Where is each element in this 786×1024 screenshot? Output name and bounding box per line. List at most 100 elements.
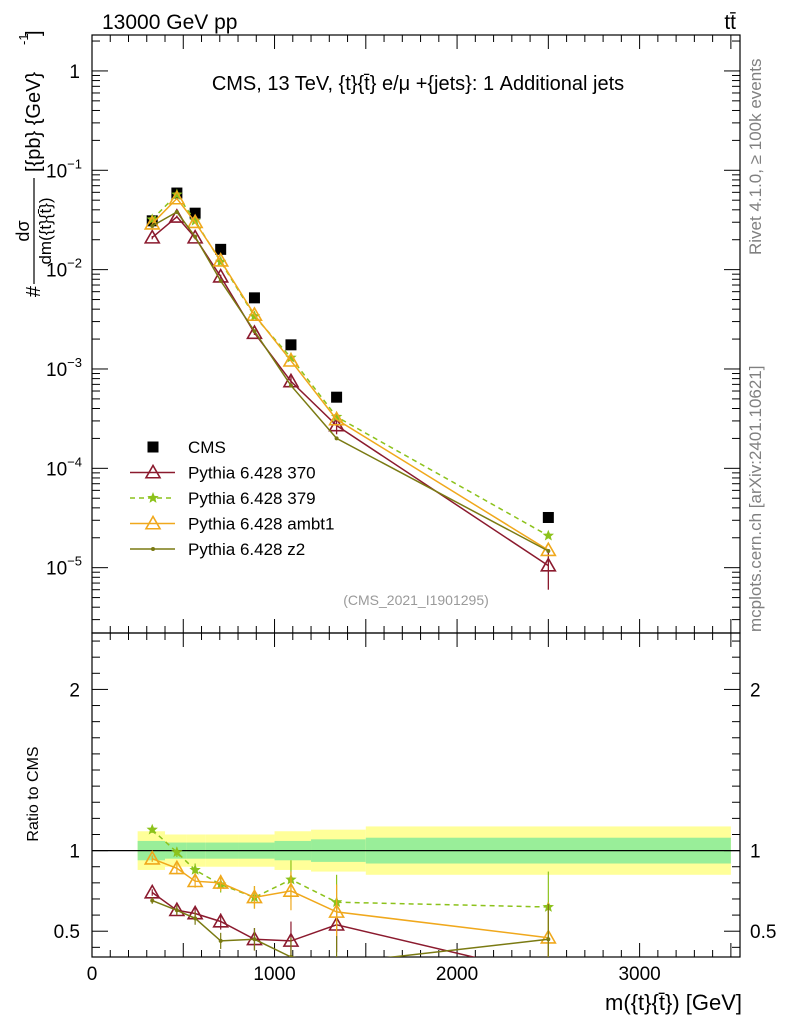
series-pythia-6-428-ambt1 <box>143 189 557 557</box>
series-pythia-6-428-z2 <box>150 210 551 554</box>
ratio-y-tick-label: 0.5 <box>54 922 80 943</box>
ylabel-denominator: dm({t}{t̄}) <box>36 197 55 264</box>
ratio-point <box>288 955 293 957</box>
ratio-point <box>328 903 345 918</box>
ratio-pythia-6-428-370 <box>143 883 555 980</box>
data-point <box>189 207 201 219</box>
data-point <box>542 529 554 541</box>
ratio-point <box>186 872 204 888</box>
mcplots-label: mcplots.cern.ch [arXiv:2401.10621] <box>746 366 765 632</box>
ratio-point <box>143 850 161 865</box>
ratio-pythia-6-428-ambt1 <box>143 850 557 957</box>
main-plot: 1 10−1 10−2 10−3 10−4 10−5 <box>46 34 741 957</box>
ylabel-close: ] <box>23 30 45 36</box>
y-tick-label: 1 <box>69 62 80 83</box>
data-point <box>542 511 554 523</box>
ratio-y-tick-label-right: 0.5 <box>750 922 776 943</box>
ratio-pythia-6-428-z2 <box>150 897 551 957</box>
data-point <box>143 229 161 244</box>
legend-entry: CMS <box>147 438 226 457</box>
y-tick-label: 10−2 <box>46 256 82 282</box>
series-line <box>151 197 549 551</box>
legend-entry: Pythia 6.428 379 <box>130 489 316 508</box>
legend-marker <box>151 547 155 551</box>
data-point <box>539 556 557 572</box>
ylabel-prefix: # <box>23 285 45 297</box>
ratio-y-tick-label-right: 2 <box>750 680 761 701</box>
y-tick-label: 10−4 <box>46 454 82 480</box>
ratio-point <box>150 898 155 903</box>
ratio-point <box>168 859 186 875</box>
data-point <box>334 436 339 441</box>
ratio-series <box>143 823 557 980</box>
legend-label: Pythia 6.428 ambt1 <box>188 515 334 534</box>
ratio-point <box>174 908 179 913</box>
x-axis-label: m({t}{t̄}) [GeV] <box>605 990 742 1015</box>
legend-marker <box>147 492 159 503</box>
y-tick-label: 10−5 <box>46 554 82 580</box>
data-point <box>246 324 263 340</box>
ratio-line <box>151 829 549 908</box>
chart-title: CMS, 13 TeV, {t}{t̄} e/μ +{jets}: 1 Addi… <box>212 73 624 95</box>
legend-marker <box>144 514 162 530</box>
ylabel-exponent: -1 <box>16 33 31 45</box>
ratio-point <box>146 823 158 835</box>
data-point <box>328 410 345 426</box>
y-tick-label: 10−3 <box>46 355 82 381</box>
ratio-y-tick-label: 1 <box>69 842 80 863</box>
data-point <box>150 223 155 228</box>
data-point <box>282 352 300 367</box>
data-point <box>252 329 257 334</box>
ratio-point <box>546 937 551 942</box>
data-point <box>193 234 198 239</box>
data-point <box>285 339 297 351</box>
ratio-point <box>189 864 201 875</box>
ratio-point <box>282 882 300 897</box>
ylabel-numerator: dσ <box>13 220 33 241</box>
legend-marker <box>147 441 159 453</box>
legend-entry: Pythia 6.428 z2 <box>130 540 305 559</box>
ratio-point <box>252 937 257 942</box>
process-label: tt̄ <box>724 11 736 34</box>
data-point <box>218 278 223 283</box>
ratio-point <box>193 916 198 921</box>
data-point <box>546 549 551 554</box>
legend-marker <box>144 463 162 479</box>
data-point <box>171 188 183 200</box>
data-point <box>186 213 204 229</box>
ratio-line <box>151 899 549 957</box>
legend-label: Pythia 6.428 370 <box>188 464 316 483</box>
ratio-point <box>212 874 230 889</box>
data-point <box>168 189 186 205</box>
ratio-point <box>171 846 183 858</box>
ratio-point <box>246 888 263 904</box>
rivet-label: Rivet 4.1.0, ≥ 100k events <box>746 59 765 255</box>
ratio-frame <box>91 632 741 958</box>
data-point <box>246 306 263 321</box>
data-point <box>215 243 227 255</box>
data-point <box>212 252 230 267</box>
data-point <box>288 383 293 388</box>
ratio-y-tick-label-right: 1 <box>750 842 761 863</box>
y-tick-label: 10−1 <box>46 156 82 182</box>
series-line <box>151 211 549 552</box>
data-point <box>186 229 204 244</box>
energy-label: 13000 GeV pp <box>102 11 237 34</box>
x-tick-label: 2000 <box>436 964 478 985</box>
ratio-point <box>541 968 555 980</box>
data-point <box>331 391 343 403</box>
data-point <box>174 210 179 215</box>
legend-entry: Pythia 6.428 370 <box>130 464 316 483</box>
ratio-point <box>218 938 223 943</box>
ratio-y-tick-label: 2 <box>69 680 80 701</box>
legend-label: Pythia 6.428 379 <box>188 489 316 508</box>
watermark: (CMS_2021_I1901295) <box>343 592 489 608</box>
main-ylabel: # dσ dm({t}{t̄}) [{pb} {GeV} -1 ] <box>13 30 55 297</box>
legend-label: CMS <box>188 438 226 457</box>
x-tick-label: 0 <box>87 964 98 985</box>
ratio-plot: 0 1000 2000 3000 0.5 0.5 1 1 2 2 <box>54 632 776 985</box>
legend-label: Pythia 6.428 z2 <box>188 540 305 559</box>
ratio-line <box>151 858 549 939</box>
main-series <box>143 187 557 590</box>
